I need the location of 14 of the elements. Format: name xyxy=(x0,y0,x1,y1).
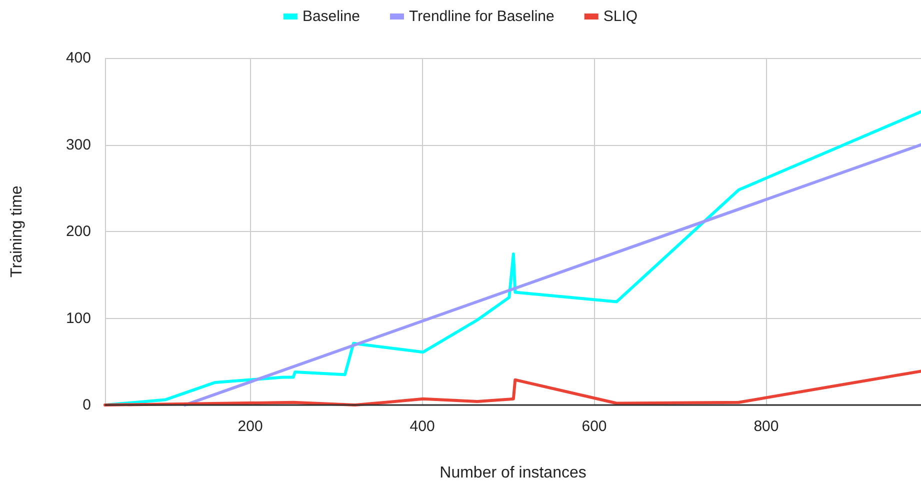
y-axis-title: Training time xyxy=(8,185,26,278)
x-axis-title: Number of instances xyxy=(440,464,586,482)
legend-label: Trendline for Baseline xyxy=(409,8,554,25)
y-tick-label: 100 xyxy=(66,310,91,327)
legend-label: Baseline xyxy=(302,8,360,25)
legend-label: SLIQ xyxy=(603,8,638,25)
x-tick-label: 200 xyxy=(238,418,263,435)
x-tick-label: 400 xyxy=(410,418,435,435)
x-tick-label: 800 xyxy=(754,418,779,435)
y-tick-label: 0 xyxy=(82,396,91,414)
y-tick-label: 300 xyxy=(66,136,91,154)
x-tick-label: 600 xyxy=(582,418,607,435)
y-tick-label: 200 xyxy=(66,223,91,240)
y-tick-label: 400 xyxy=(66,50,91,66)
